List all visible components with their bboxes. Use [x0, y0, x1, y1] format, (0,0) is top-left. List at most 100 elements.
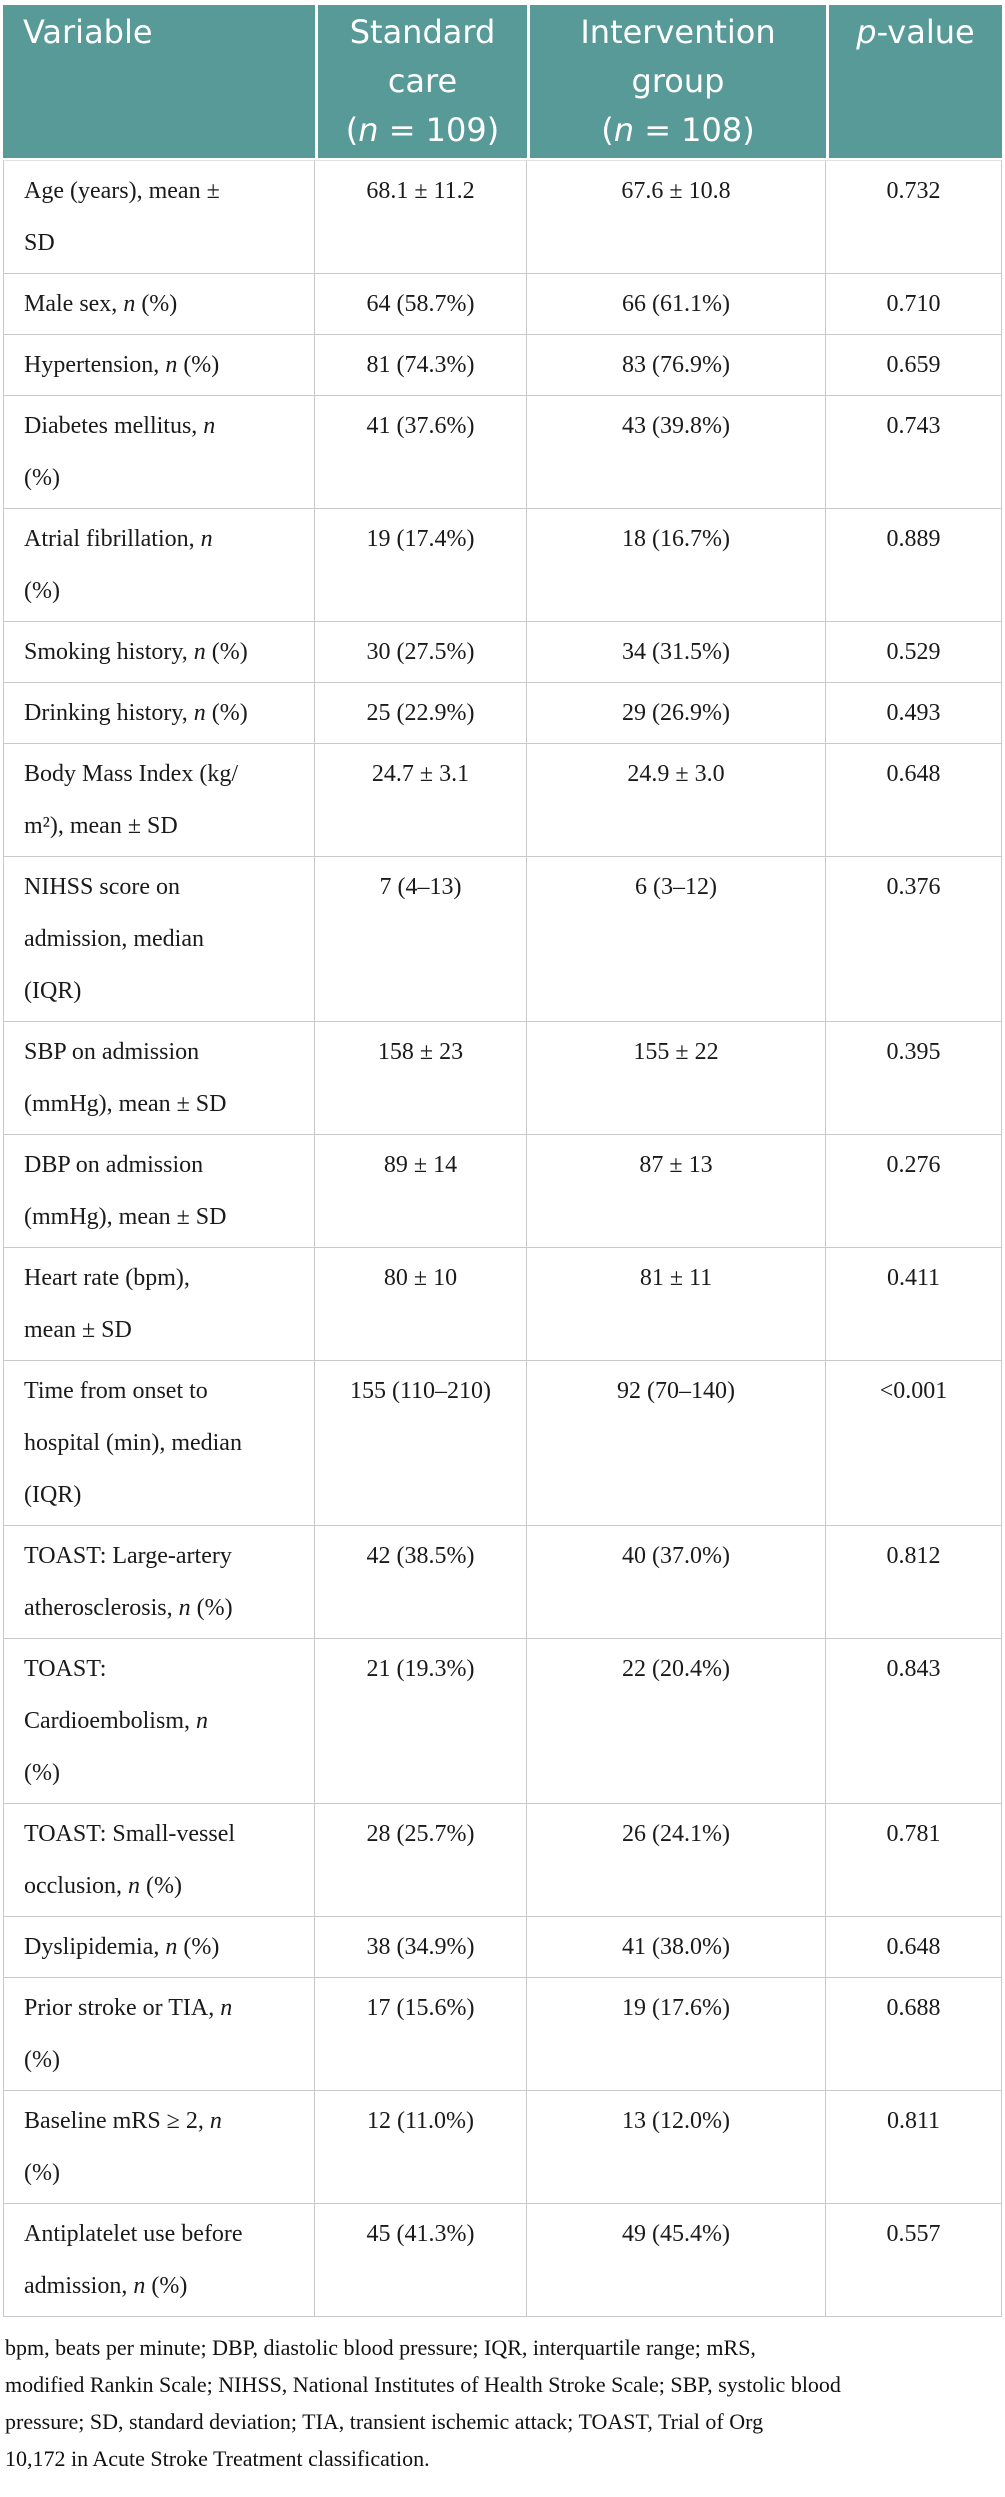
table-row: Male sex, n (%) 64 (58.7%) 66 (61.1%) 0.… [3, 274, 1002, 335]
cell-intervention: 87 ± 13 [527, 1135, 826, 1248]
cell-p-value: 0.411 [826, 1248, 1002, 1361]
cell-intervention: 34 (31.5%) [527, 622, 826, 683]
table-row: Heart rate (bpm), mean ± SD 80 ± 10 81 ± … [3, 1248, 1002, 1361]
cell-standard-care: 17 (15.6%) [315, 1978, 527, 2091]
cell-standard-care: 28 (25.7%) [315, 1804, 527, 1917]
cell-variable: Smoking history, n (%) [3, 622, 315, 683]
table-row: Prior stroke or TIA, n (%) 17 (15.6%) 19 … [3, 1978, 1002, 2091]
cell-p-value: 0.395 [826, 1022, 1002, 1135]
cell-variable: Hypertension, n (%) [3, 335, 315, 396]
table-row: NIHSS score on admission, median (IQR) 7 (… [3, 857, 1002, 1022]
header-cell-variable: Variable [3, 5, 315, 160]
cell-p-value: 0.376 [826, 857, 1002, 1022]
cell-variable: Time from onset to hospital (min), median… [3, 1361, 315, 1526]
cell-variable: TOAST: Cardioembolism, n (%) [3, 1639, 315, 1804]
cell-p-value: 0.743 [826, 396, 1002, 509]
cell-p-value: 0.688 [826, 1978, 1002, 2091]
cell-intervention: 18 (16.7%) [527, 509, 826, 622]
cell-intervention: 6 (3–12) [527, 857, 826, 1022]
header-row: Variable Standard care (n = 109) Intervent… [3, 5, 1002, 160]
table-row: SBP on admission (mmHg), mean ± SD 158 ± … [3, 1022, 1002, 1135]
table-row: Smoking history, n (%) 30 (27.5%) 34 (31… [3, 622, 1002, 683]
cell-variable: Diabetes mellitus, n (%) [3, 396, 315, 509]
cell-p-value: 0.529 [826, 622, 1002, 683]
cell-variable: Dyslipidemia, n (%) [3, 1917, 315, 1978]
header-cell-intervention-group: Intervention group (n = 108) [527, 5, 826, 160]
cell-variable: Antiplatelet use before admission, n (%) [3, 2204, 315, 2317]
table-row: Drinking history, n (%) 25 (22.9%) 29 (2… [3, 683, 1002, 744]
cell-p-value: 0.557 [826, 2204, 1002, 2317]
cell-p-value: 0.493 [826, 683, 1002, 744]
cell-standard-care: 89 ± 14 [315, 1135, 527, 1248]
cell-standard-care: 21 (19.3%) [315, 1639, 527, 1804]
cell-intervention: 92 (70–140) [527, 1361, 826, 1526]
table-row: Antiplatelet use before admission, n (%) … [3, 2204, 1002, 2317]
table-row: Time from onset to hospital (min), median… [3, 1361, 1002, 1526]
cell-standard-care: 38 (34.9%) [315, 1917, 527, 1978]
cell-variable: DBP on admission (mmHg), mean ± SD [3, 1135, 315, 1248]
cell-intervention: 81 ± 11 [527, 1248, 826, 1361]
table-row: Atrial fibrillation, n (%) 19 (17.4%) 18 … [3, 509, 1002, 622]
cell-intervention: 24.9 ± 3.0 [527, 744, 826, 857]
cell-intervention: 43 (39.8%) [527, 396, 826, 509]
cell-standard-care: 155 (110–210) [315, 1361, 527, 1526]
cell-intervention: 155 ± 22 [527, 1022, 826, 1135]
cell-p-value: 0.811 [826, 2091, 1002, 2204]
cell-standard-care: 12 (11.0%) [315, 2091, 527, 2204]
cell-intervention: 49 (45.4%) [527, 2204, 826, 2317]
table-row: TOAST: Small-vessel occlusion, n (%) 28 (… [3, 1804, 1002, 1917]
cell-standard-care: 42 (38.5%) [315, 1526, 527, 1639]
table-row: Baseline mRS ≥ 2, n (%) 12 (11.0%) 13 (12… [3, 2091, 1002, 2204]
cell-standard-care: 81 (74.3%) [315, 335, 527, 396]
cell-standard-care: 45 (41.3%) [315, 2204, 527, 2317]
cell-p-value: 0.732 [826, 160, 1002, 274]
table-footnote: bpm, beats per minute; DBP, diastolic bl… [5, 2335, 841, 2471]
cell-p-value: 0.648 [826, 744, 1002, 857]
cell-variable: TOAST: Small-vessel occlusion, n (%) [3, 1804, 315, 1917]
cell-p-value: 0.843 [826, 1639, 1002, 1804]
cell-variable: Atrial fibrillation, n (%) [3, 509, 315, 622]
header-cell-p-value: p-value [826, 5, 1002, 160]
table-row: Diabetes mellitus, n (%) 41 (37.6%) 43 (3… [3, 396, 1002, 509]
baseline-characteristics-table: Variable Standard care (n = 109) Intervent… [3, 5, 1002, 2317]
cell-intervention: 22 (20.4%) [527, 1639, 826, 1804]
cell-p-value: 0.659 [826, 335, 1002, 396]
cell-standard-care: 30 (27.5%) [315, 622, 527, 683]
cell-intervention: 26 (24.1%) [527, 1804, 826, 1917]
table-row: Age (years), mean ± SD 68.1 ± 11.2 67.6 ±… [3, 160, 1002, 274]
table-row: TOAST: Cardioembolism, n (%) 21 (19.3%) 22… [3, 1639, 1002, 1804]
cell-variable: NIHSS score on admission, median (IQR) [3, 857, 315, 1022]
cell-standard-care: 68.1 ± 11.2 [315, 160, 527, 274]
cell-intervention: 83 (76.9%) [527, 335, 826, 396]
cell-intervention: 13 (12.0%) [527, 2091, 826, 2204]
cell-variable: Drinking history, n (%) [3, 683, 315, 744]
cell-intervention: 40 (37.0%) [527, 1526, 826, 1639]
cell-variable: Male sex, n (%) [3, 274, 315, 335]
cell-p-value: 0.812 [826, 1526, 1002, 1639]
cell-variable: Heart rate (bpm), mean ± SD [3, 1248, 315, 1361]
cell-standard-care: 64 (58.7%) [315, 274, 527, 335]
cell-p-value: 0.276 [826, 1135, 1002, 1248]
cell-variable: Age (years), mean ± SD [3, 160, 315, 274]
cell-variable: Prior stroke or TIA, n (%) [3, 1978, 315, 2091]
cell-p-value: 0.648 [826, 1917, 1002, 1978]
table-body: Age (years), mean ± SD 68.1 ± 11.2 67.6 ±… [3, 160, 1002, 2317]
table-row: Hypertension, n (%) 81 (74.3%) 83 (76.9%… [3, 335, 1002, 396]
cell-intervention: 67.6 ± 10.8 [527, 160, 826, 274]
cell-p-value: 0.889 [826, 509, 1002, 622]
cell-standard-care: 158 ± 23 [315, 1022, 527, 1135]
cell-p-value: <0.001 [826, 1361, 1002, 1526]
cell-p-value: 0.781 [826, 1804, 1002, 1917]
table-row: Body Mass Index (kg/m²), mean ± SD 24.7 … [3, 744, 1002, 857]
table-row: DBP on admission (mmHg), mean ± SD 89 ± 1… [3, 1135, 1002, 1248]
cell-standard-care: 19 (17.4%) [315, 509, 527, 622]
cell-standard-care: 7 (4–13) [315, 857, 527, 1022]
cell-standard-care: 41 (37.6%) [315, 396, 527, 509]
cell-intervention: 29 (26.9%) [527, 683, 826, 744]
table-row: Dyslipidemia, n (%) 38 (34.9%) 41 (38.0%… [3, 1917, 1002, 1978]
cell-standard-care: 24.7 ± 3.1 [315, 744, 527, 857]
table-header: Variable Standard care (n = 109) Intervent… [3, 5, 1002, 160]
cell-variable: Body Mass Index (kg/m²), mean ± SD [3, 744, 315, 857]
cell-intervention: 41 (38.0%) [527, 1917, 826, 1978]
